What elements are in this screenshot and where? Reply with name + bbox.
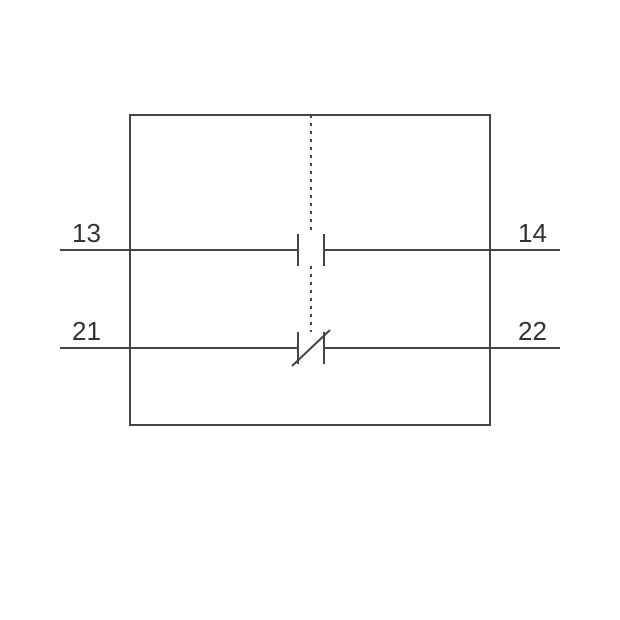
schematic-canvas: 13 14 21 22 <box>0 0 620 620</box>
terminal-label-14: 14 <box>518 220 547 246</box>
schematic-svg <box>0 0 620 620</box>
terminal-label-22: 22 <box>518 318 547 344</box>
terminal-label-13: 13 <box>72 220 101 246</box>
terminal-label-21: 21 <box>72 318 101 344</box>
enclosure-rect <box>130 115 490 425</box>
